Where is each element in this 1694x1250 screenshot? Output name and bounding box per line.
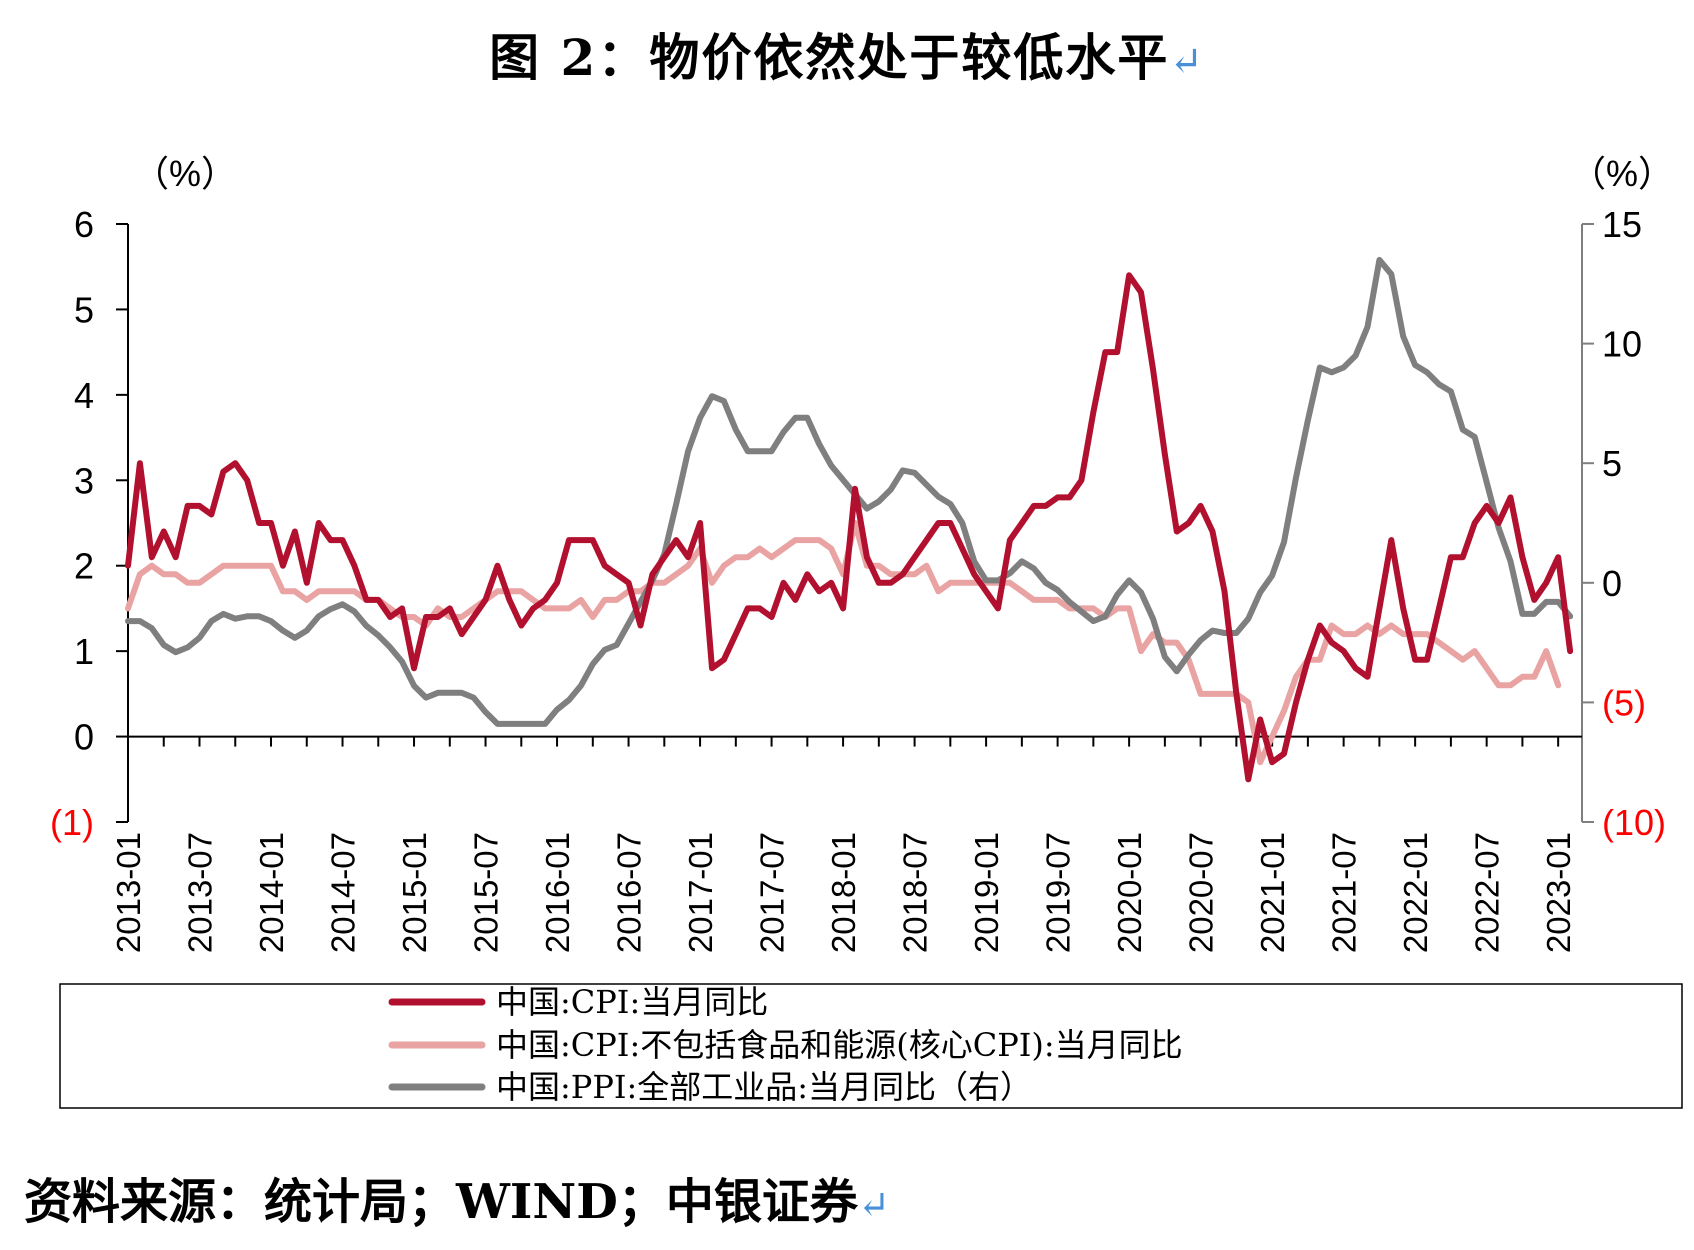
x-tick-label: 2021-07 [1326,832,1363,953]
source-note: 资料来源：统计局；WIND；中银证券↵ [24,1162,890,1232]
x-tick-label: 2019-01 [968,832,1005,953]
x-tick-label: 2020-01 [1111,832,1148,953]
x-tick-label: 2018-01 [825,832,862,953]
series-line-3 [125,256,1574,727]
x-tick-label: 2016-07 [611,832,648,953]
x-tick-label: 2022-07 [1469,832,1506,953]
left-axis-unit-label: （%） [133,153,237,194]
x-tick-label: 2020-07 [1183,832,1220,953]
legend-box [59,983,1683,1109]
left-tick-label: 2 [74,546,94,587]
chart-title-text: 图 2：物价依然处于较低水平 [489,28,1170,87]
right-tick-label: 5 [1602,443,1622,484]
left-tick-label: 5 [74,289,94,330]
right-axis-unit-label: （%） [1570,153,1674,194]
x-tick-label: 2021-01 [1254,832,1291,953]
x-tick-label: 2014-07 [325,832,362,953]
legend: 中国:CPI:当月同比中国:CPI:不包括食品和能源(核心CPI):当月同比中国… [59,983,1683,1109]
right-tick-label: 10 [1602,324,1642,365]
left-tick-label: 3 [74,460,94,501]
x-tick-label: 2015-01 [396,832,433,953]
x-tick-label: 2018-07 [897,832,934,953]
return-mark-icon: ↵ [1169,39,1205,85]
return-mark-icon: ↵ [857,1183,891,1228]
x-tick-label: 2019-07 [1040,832,1077,953]
series-line-2 [125,520,1562,766]
series-group [125,256,1574,783]
source-text: 资料来源：统计局；WIND；中银证券 [24,1174,858,1230]
series-line-1 [125,272,1574,783]
x-tick-label: 2015-07 [468,832,505,953]
left-tick-label: 4 [74,375,94,416]
x-tick-label: 2017-07 [754,832,791,953]
x-tick-label: 2016-01 [539,832,576,953]
left-tick-label: 6 [74,204,94,245]
right-tick-label: 15 [1602,204,1642,245]
legend-label-3: 中国:PPI:全部工业品:当月同比（右） [496,1068,1032,1106]
x-tick-label: 2022-01 [1397,832,1434,953]
legend-label-1: 中国:CPI:当月同比 [496,983,768,1021]
left-tick-label: (1) [50,802,94,843]
legend-label-2: 中国:CPI:不包括食品和能源(核心CPI):当月同比 [496,1026,1183,1064]
left-tick-label: 1 [74,631,94,672]
right-tick-label: (10) [1602,802,1666,843]
chart-title: 图 2：物价依然处于较低水平↵ [0,18,1694,90]
x-tick-label: 2014-01 [253,832,290,953]
x-tick-label: 2017-01 [682,832,719,953]
x-tick-label: 2013-07 [182,832,219,953]
left-tick-label: 0 [74,717,94,758]
x-tick-label: 2023-01 [1540,832,1577,953]
x-tick-label: 2013-01 [110,832,147,953]
right-tick-label: 0 [1602,563,1622,604]
right-tick-label: (5) [1602,682,1646,723]
